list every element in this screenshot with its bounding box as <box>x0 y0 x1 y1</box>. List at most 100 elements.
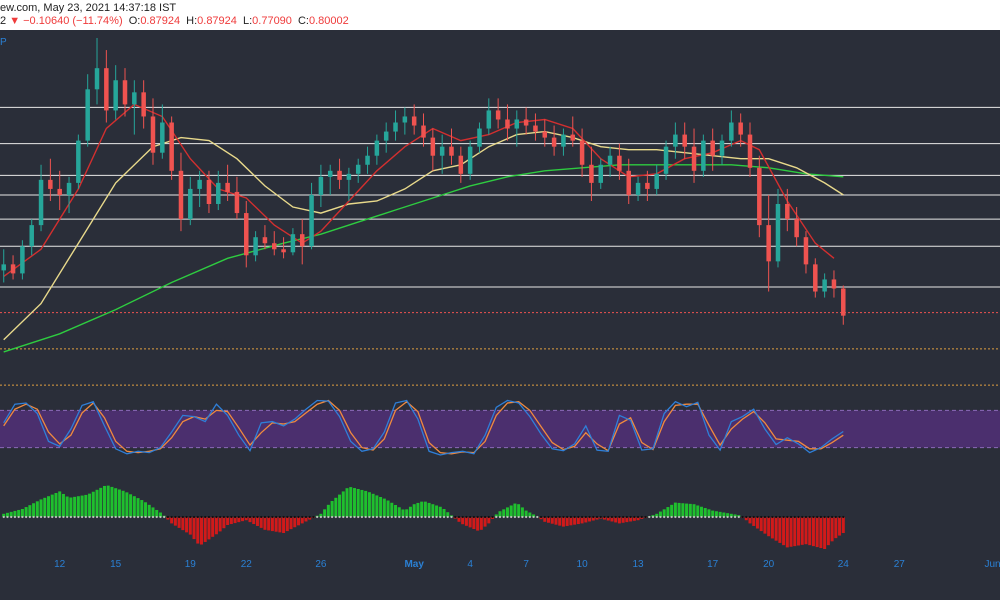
price-chart[interactable]: P 12 15 19 22 26 May 4 7 10 13 17 20 24 27 Jun <box>0 30 1000 600</box>
histogram-zero-dot <box>222 515 225 519</box>
histogram-bar <box>662 509 666 517</box>
candle-body <box>290 234 296 253</box>
histogram-zero-dot <box>804 515 808 519</box>
histogram-bar <box>703 508 707 517</box>
histogram-zero-dot <box>372 515 375 519</box>
histogram-bar <box>61 493 65 517</box>
candle-body <box>244 213 249 256</box>
histogram-zero-dot <box>301 515 304 519</box>
histogram-zero-dot <box>469 515 472 519</box>
histogram-zero-dot <box>51 515 54 519</box>
histogram-zero-dot <box>263 515 267 519</box>
histogram-bar <box>408 506 412 517</box>
histogram-zero-dot <box>211 515 214 519</box>
histogram-bar <box>144 502 148 517</box>
stochastic-lines <box>3 399 844 456</box>
histogram-zero-dot <box>144 515 147 519</box>
candle-body <box>85 89 90 141</box>
candle-body <box>411 116 417 126</box>
histogram-bar <box>91 491 95 517</box>
histogram-zero-dot <box>696 515 699 519</box>
histogram-bar <box>539 517 543 520</box>
histogram-zero-dot <box>136 515 140 519</box>
histogram-zero-dot <box>461 515 464 519</box>
histogram-bar <box>435 505 439 517</box>
candle-body <box>710 140 715 156</box>
candle-body <box>561 134 566 147</box>
histogram-zero-dot <box>256 515 259 519</box>
histogram-zero-dot <box>286 515 289 519</box>
histogram-bar <box>726 513 730 517</box>
histogram-zero-dot <box>304 515 308 519</box>
histogram-zero-dot <box>334 515 337 519</box>
histogram-zero-dot <box>442 515 446 519</box>
histogram-zero-dot <box>450 515 453 519</box>
histogram-bar <box>5 512 9 517</box>
candle-body <box>682 134 687 147</box>
histogram-bar <box>520 507 524 517</box>
histogram-zero-dot <box>722 515 725 519</box>
histogram-zero-dot <box>409 515 412 519</box>
histogram-zero-dot <box>711 515 714 519</box>
histogram-bar <box>24 507 28 517</box>
x-tick-label: 20 <box>763 559 775 570</box>
histogram-bar <box>17 509 21 517</box>
histogram-zero-dot <box>319 515 322 519</box>
histogram-bar <box>233 517 237 524</box>
x-tick-label: 27 <box>894 559 906 570</box>
ma-long-line <box>3 164 844 353</box>
histogram-zero-dot <box>125 515 128 519</box>
histogram-bar <box>20 509 24 517</box>
candle-body <box>132 92 137 105</box>
candle-body <box>841 288 846 316</box>
histogram-zero-dot <box>6 515 9 519</box>
x-tick-label: 7 <box>523 559 529 570</box>
histogram-bar <box>140 500 144 517</box>
histogram-zero-dot <box>226 515 229 519</box>
histogram-bar <box>278 517 282 533</box>
histogram-zero-dot <box>196 515 199 519</box>
histogram-bar <box>360 489 364 517</box>
candle-body <box>635 182 641 195</box>
histogram-bar <box>326 504 330 517</box>
histogram-zero-dot <box>681 515 684 519</box>
histogram-zero-dot <box>536 515 539 519</box>
histogram-zero-dot <box>525 515 528 519</box>
histogram-bar <box>222 517 226 529</box>
chart-header: ew.com, May 23, 2021 14:37:18 IST 2 ▼ −0… <box>0 0 1000 30</box>
histogram-bar <box>576 517 580 525</box>
candle-body <box>337 170 342 180</box>
histogram-zero-dot <box>219 515 222 519</box>
low-label: L: <box>242 15 253 27</box>
histogram-zero-dot <box>707 515 711 519</box>
histogram-bar <box>580 517 584 524</box>
corner-glyph: P <box>0 37 7 48</box>
histogram-bar <box>457 517 461 522</box>
candle-body <box>477 128 482 147</box>
histogram-zero-dot <box>215 515 218 519</box>
histogram-bar <box>808 517 812 546</box>
histogram-bar <box>394 505 398 517</box>
histogram-bar <box>237 517 241 523</box>
histogram-bar <box>759 517 763 532</box>
x-tick-label: 15 <box>110 559 122 570</box>
histogram-bar <box>673 502 677 517</box>
histogram-zero-dot <box>775 515 778 519</box>
histogram-bar <box>270 517 274 532</box>
histogram-bar <box>681 503 685 517</box>
histogram-bar <box>58 491 62 517</box>
histogram-bar <box>505 507 509 517</box>
histogram-zero-dot <box>293 515 296 519</box>
histogram-zero-dot <box>398 515 401 519</box>
histogram-bar <box>819 517 823 549</box>
candle-body <box>141 92 146 117</box>
histogram-bar <box>591 517 595 521</box>
histogram-zero-dot <box>129 515 132 519</box>
candle-body <box>598 164 603 183</box>
histogram-bar <box>47 496 51 517</box>
histogram-bar <box>203 517 207 542</box>
histogram-zero-dot <box>413 515 416 519</box>
histogram-bar <box>778 517 782 543</box>
histogram-bar <box>834 517 838 539</box>
histogram-zero-dot <box>275 515 278 519</box>
